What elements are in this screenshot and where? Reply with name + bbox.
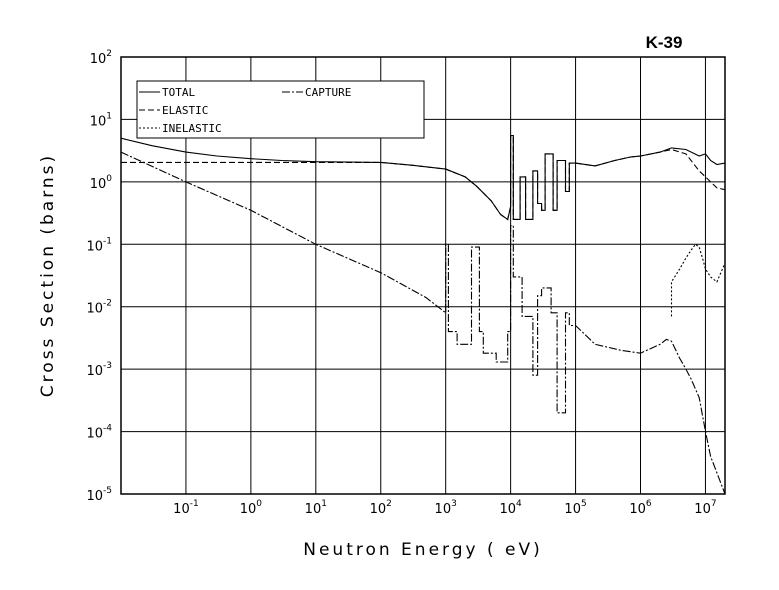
legend-label-elastic: ELASTIC: [162, 104, 208, 117]
series-line-elastic: [121, 135, 726, 221]
x-tick-label: 106: [629, 499, 652, 517]
series-line-total: [120, 135, 726, 221]
plot-frame: [120, 56, 726, 495]
series-line-capture: [120, 151, 726, 495]
chart-title: K-39: [646, 33, 683, 52]
y-tick-label: 102: [90, 49, 112, 67]
y-tick-label: 10-2: [86, 299, 112, 317]
series-line-inelastic: [670, 243, 726, 317]
x-tick-label: 100: [240, 499, 263, 517]
x-axis-label: Neutron Energy ( eV): [303, 540, 543, 560]
x-tick-label: 105: [564, 499, 586, 517]
y-tick-labels: 102 101 100 10-1 10-2 10-3 10-4 10-5: [86, 49, 112, 504]
legend-label-capture: CAPTURE: [305, 86, 351, 99]
y-tick-label: 10-4: [86, 424, 112, 442]
x-tick-label: 104: [499, 499, 522, 517]
y-tick-label: 10-5: [86, 486, 112, 504]
x-tick-labels: 10-1 100 101 102 103 104 105 106 107: [173, 499, 716, 517]
legend-label-inelastic: INELASTIC: [162, 122, 222, 135]
x-tick-label: 107: [694, 499, 716, 517]
x-tick-label: 103: [435, 499, 457, 517]
x-tick-label: 101: [305, 499, 327, 517]
y-tick-label: 101: [90, 111, 112, 129]
y-axis-label: Cross Section (barns): [38, 153, 58, 397]
y-tick-label: 10-3: [86, 361, 112, 379]
legend-label-total: TOTAL: [162, 86, 195, 99]
y-tick-label: 10-1: [86, 236, 112, 254]
legend: TOTAL CAPTURE ELASTIC INELASTIC: [136, 80, 425, 139]
x-tick-label: 10-1: [173, 499, 199, 517]
y-tick-label: 100: [90, 174, 113, 192]
x-tick-label: 102: [370, 499, 392, 517]
legend-box: [136, 80, 425, 139]
data-series: [120, 135, 726, 495]
